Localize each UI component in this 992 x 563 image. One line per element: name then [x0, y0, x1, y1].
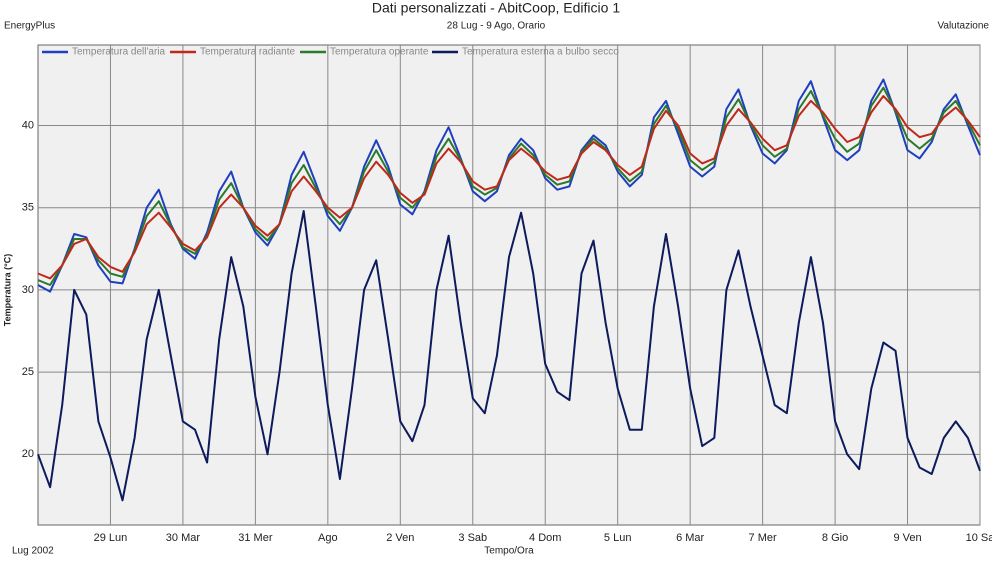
y-axis-label: Temperatura (°C) [2, 254, 12, 326]
corner-label: Valutazione [937, 21, 989, 32]
legend-label: Temperatura operante [330, 47, 429, 58]
legend-label: Temperatura dell'aria [72, 47, 166, 58]
x-tick-label: 5 Lun [604, 532, 632, 544]
x-tick-label: 6 Mar [676, 532, 704, 544]
series-line [37, 95, 981, 280]
x-tick-label: 8 Gio [822, 532, 848, 544]
plot-area [37, 44, 981, 526]
series-line [37, 86, 981, 286]
y-tick-label: 30 [22, 284, 34, 296]
legend-label: Temperatura esterna a bulbo secco [462, 47, 619, 58]
x-tick-label: 10 Sa [966, 532, 992, 544]
chart-title: Dati personalizzati - AbitCoop, Edificio… [372, 0, 620, 16]
x-tick-label: 2 Ven [386, 532, 414, 544]
y-tick-label: 25 [22, 366, 34, 378]
y-tick-label: 40 [22, 119, 34, 131]
x-tick-label: Ago [318, 532, 338, 544]
legend-label: Temperatura radiante [200, 47, 295, 58]
source-label: EnergyPlus [4, 21, 55, 32]
x-axis-label: Tempo/Ora [484, 546, 534, 557]
x-tick-label: 9 Ven [893, 532, 921, 544]
x-tick-label: 4 Dom [529, 532, 561, 544]
y-tick-label: 20 [22, 448, 34, 460]
x-tick-label: 30 Mar [166, 532, 201, 544]
x-tick-label: 31 Mer [238, 532, 273, 544]
period-label: Lug 2002 [12, 546, 54, 557]
x-tick-label: 29 Lun [94, 532, 128, 544]
x-tick-label: 7 Mer [749, 532, 777, 544]
x-tick-label: 3 Sab [458, 532, 487, 544]
y-tick-label: 35 [22, 202, 34, 214]
series-line [37, 210, 981, 502]
chart-subtitle: 28 Lug - 9 Ago, Orario [447, 21, 546, 32]
